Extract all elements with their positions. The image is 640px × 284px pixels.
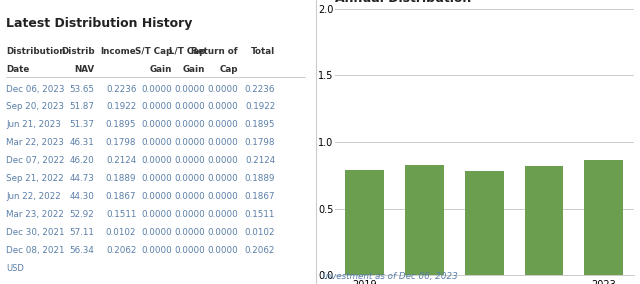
Text: Dec 07, 2022: Dec 07, 2022	[6, 156, 65, 165]
Text: Cap: Cap	[220, 64, 238, 74]
Text: 0.0000: 0.0000	[207, 192, 238, 201]
Bar	[525, 166, 563, 275]
Text: 0.0000: 0.0000	[207, 210, 238, 219]
Text: 0.0000: 0.0000	[174, 103, 205, 112]
Text: Distrib: Distrib	[61, 47, 95, 56]
Text: USD: USD	[6, 264, 24, 273]
Text: 0.0000: 0.0000	[174, 228, 205, 237]
Text: 0.0000: 0.0000	[207, 228, 238, 237]
Bar	[465, 172, 504, 275]
Text: 44.73: 44.73	[70, 174, 95, 183]
Text: Jun 21, 2023: Jun 21, 2023	[6, 120, 61, 130]
Text: 0.0000: 0.0000	[141, 210, 172, 219]
Text: 0.0102: 0.0102	[106, 228, 136, 237]
Text: 0.2236: 0.2236	[245, 85, 275, 94]
Text: S/T Cap: S/T Cap	[135, 47, 172, 56]
Text: 0.1922: 0.1922	[106, 103, 136, 112]
Text: 53.65: 53.65	[70, 85, 95, 94]
Text: Gain: Gain	[150, 64, 172, 74]
Text: 0.0000: 0.0000	[207, 103, 238, 112]
Text: 46.31: 46.31	[70, 138, 95, 147]
Text: 0.0000: 0.0000	[207, 120, 238, 130]
Text: 0.1798: 0.1798	[244, 138, 275, 147]
Text: 0.1511: 0.1511	[245, 210, 275, 219]
Text: 0.0000: 0.0000	[141, 192, 172, 201]
Text: 0.0102: 0.0102	[244, 228, 275, 237]
Text: 0.0000: 0.0000	[207, 138, 238, 147]
Text: Mar 22, 2023: Mar 22, 2023	[6, 138, 64, 147]
Text: Sep 21, 2022: Sep 21, 2022	[6, 174, 64, 183]
Text: 0.2062: 0.2062	[245, 246, 275, 254]
Text: 0.0000: 0.0000	[174, 156, 205, 165]
Text: Gain: Gain	[182, 64, 205, 74]
Text: 0.0000: 0.0000	[141, 228, 172, 237]
Text: 0.1867: 0.1867	[106, 192, 136, 201]
Text: 0.1895: 0.1895	[244, 120, 275, 130]
Text: 0.0000: 0.0000	[174, 210, 205, 219]
Text: Dec 30, 2021: Dec 30, 2021	[6, 228, 65, 237]
Text: Date: Date	[6, 64, 29, 74]
Bar	[405, 165, 444, 275]
Text: 0.0000: 0.0000	[174, 192, 205, 201]
Text: 0.2062: 0.2062	[106, 246, 136, 254]
Text: L/T Cap: L/T Cap	[168, 47, 205, 56]
Text: 0.1867: 0.1867	[244, 192, 275, 201]
Text: 51.87: 51.87	[70, 103, 95, 112]
Text: Distribution: Distribution	[6, 47, 66, 56]
Text: Dec 06, 2023: Dec 06, 2023	[6, 85, 65, 94]
Text: 0.2236: 0.2236	[106, 85, 136, 94]
Text: 0.2124: 0.2124	[106, 156, 136, 165]
Text: 0.0000: 0.0000	[174, 174, 205, 183]
Text: Income: Income	[100, 47, 136, 56]
Text: 0.0000: 0.0000	[174, 120, 205, 130]
Text: Sep 20, 2023: Sep 20, 2023	[6, 103, 65, 112]
Text: 0.2124: 0.2124	[245, 156, 275, 165]
Text: 0.0000: 0.0000	[174, 85, 205, 94]
Bar	[584, 160, 623, 275]
Text: 0.1895: 0.1895	[106, 120, 136, 130]
Text: 0.0000: 0.0000	[207, 85, 238, 94]
Text: 0.0000: 0.0000	[141, 85, 172, 94]
Bar	[346, 170, 384, 275]
Text: Latest Distribution History: Latest Distribution History	[6, 16, 193, 30]
Text: Total: Total	[251, 47, 275, 56]
Text: NAV: NAV	[74, 64, 95, 74]
Text: 51.37: 51.37	[70, 120, 95, 130]
Text: 0.0000: 0.0000	[207, 156, 238, 165]
Text: 44.30: 44.30	[70, 192, 95, 201]
Text: 0.0000: 0.0000	[141, 174, 172, 183]
Text: 0.0000: 0.0000	[141, 156, 172, 165]
Text: 46.20: 46.20	[70, 156, 95, 165]
Text: 57.11: 57.11	[70, 228, 95, 237]
Text: Mar 23, 2022: Mar 23, 2022	[6, 210, 64, 219]
Text: 0.0000: 0.0000	[174, 246, 205, 254]
Text: 0.0000: 0.0000	[174, 138, 205, 147]
Text: Annual Distribution: Annual Distribution	[335, 0, 471, 5]
Text: 0.0000: 0.0000	[207, 174, 238, 183]
Text: Return of: Return of	[191, 47, 238, 56]
Text: 0.0000: 0.0000	[141, 120, 172, 130]
Text: 0.1889: 0.1889	[106, 174, 136, 183]
Text: 0.0000: 0.0000	[141, 246, 172, 254]
Text: 0.0000: 0.0000	[141, 138, 172, 147]
Text: 0.1889: 0.1889	[244, 174, 275, 183]
Text: 52.92: 52.92	[70, 210, 95, 219]
Text: Dec 08, 2021: Dec 08, 2021	[6, 246, 65, 254]
Text: Investment as of Dec 06, 2023: Investment as of Dec 06, 2023	[323, 272, 458, 281]
Text: 0.1798: 0.1798	[106, 138, 136, 147]
Text: 56.34: 56.34	[70, 246, 95, 254]
Text: 0.1511: 0.1511	[106, 210, 136, 219]
Text: 0.0000: 0.0000	[207, 246, 238, 254]
Text: 0.0000: 0.0000	[141, 103, 172, 112]
Text: 0.1922: 0.1922	[245, 103, 275, 112]
Text: Jun 22, 2022: Jun 22, 2022	[6, 192, 61, 201]
